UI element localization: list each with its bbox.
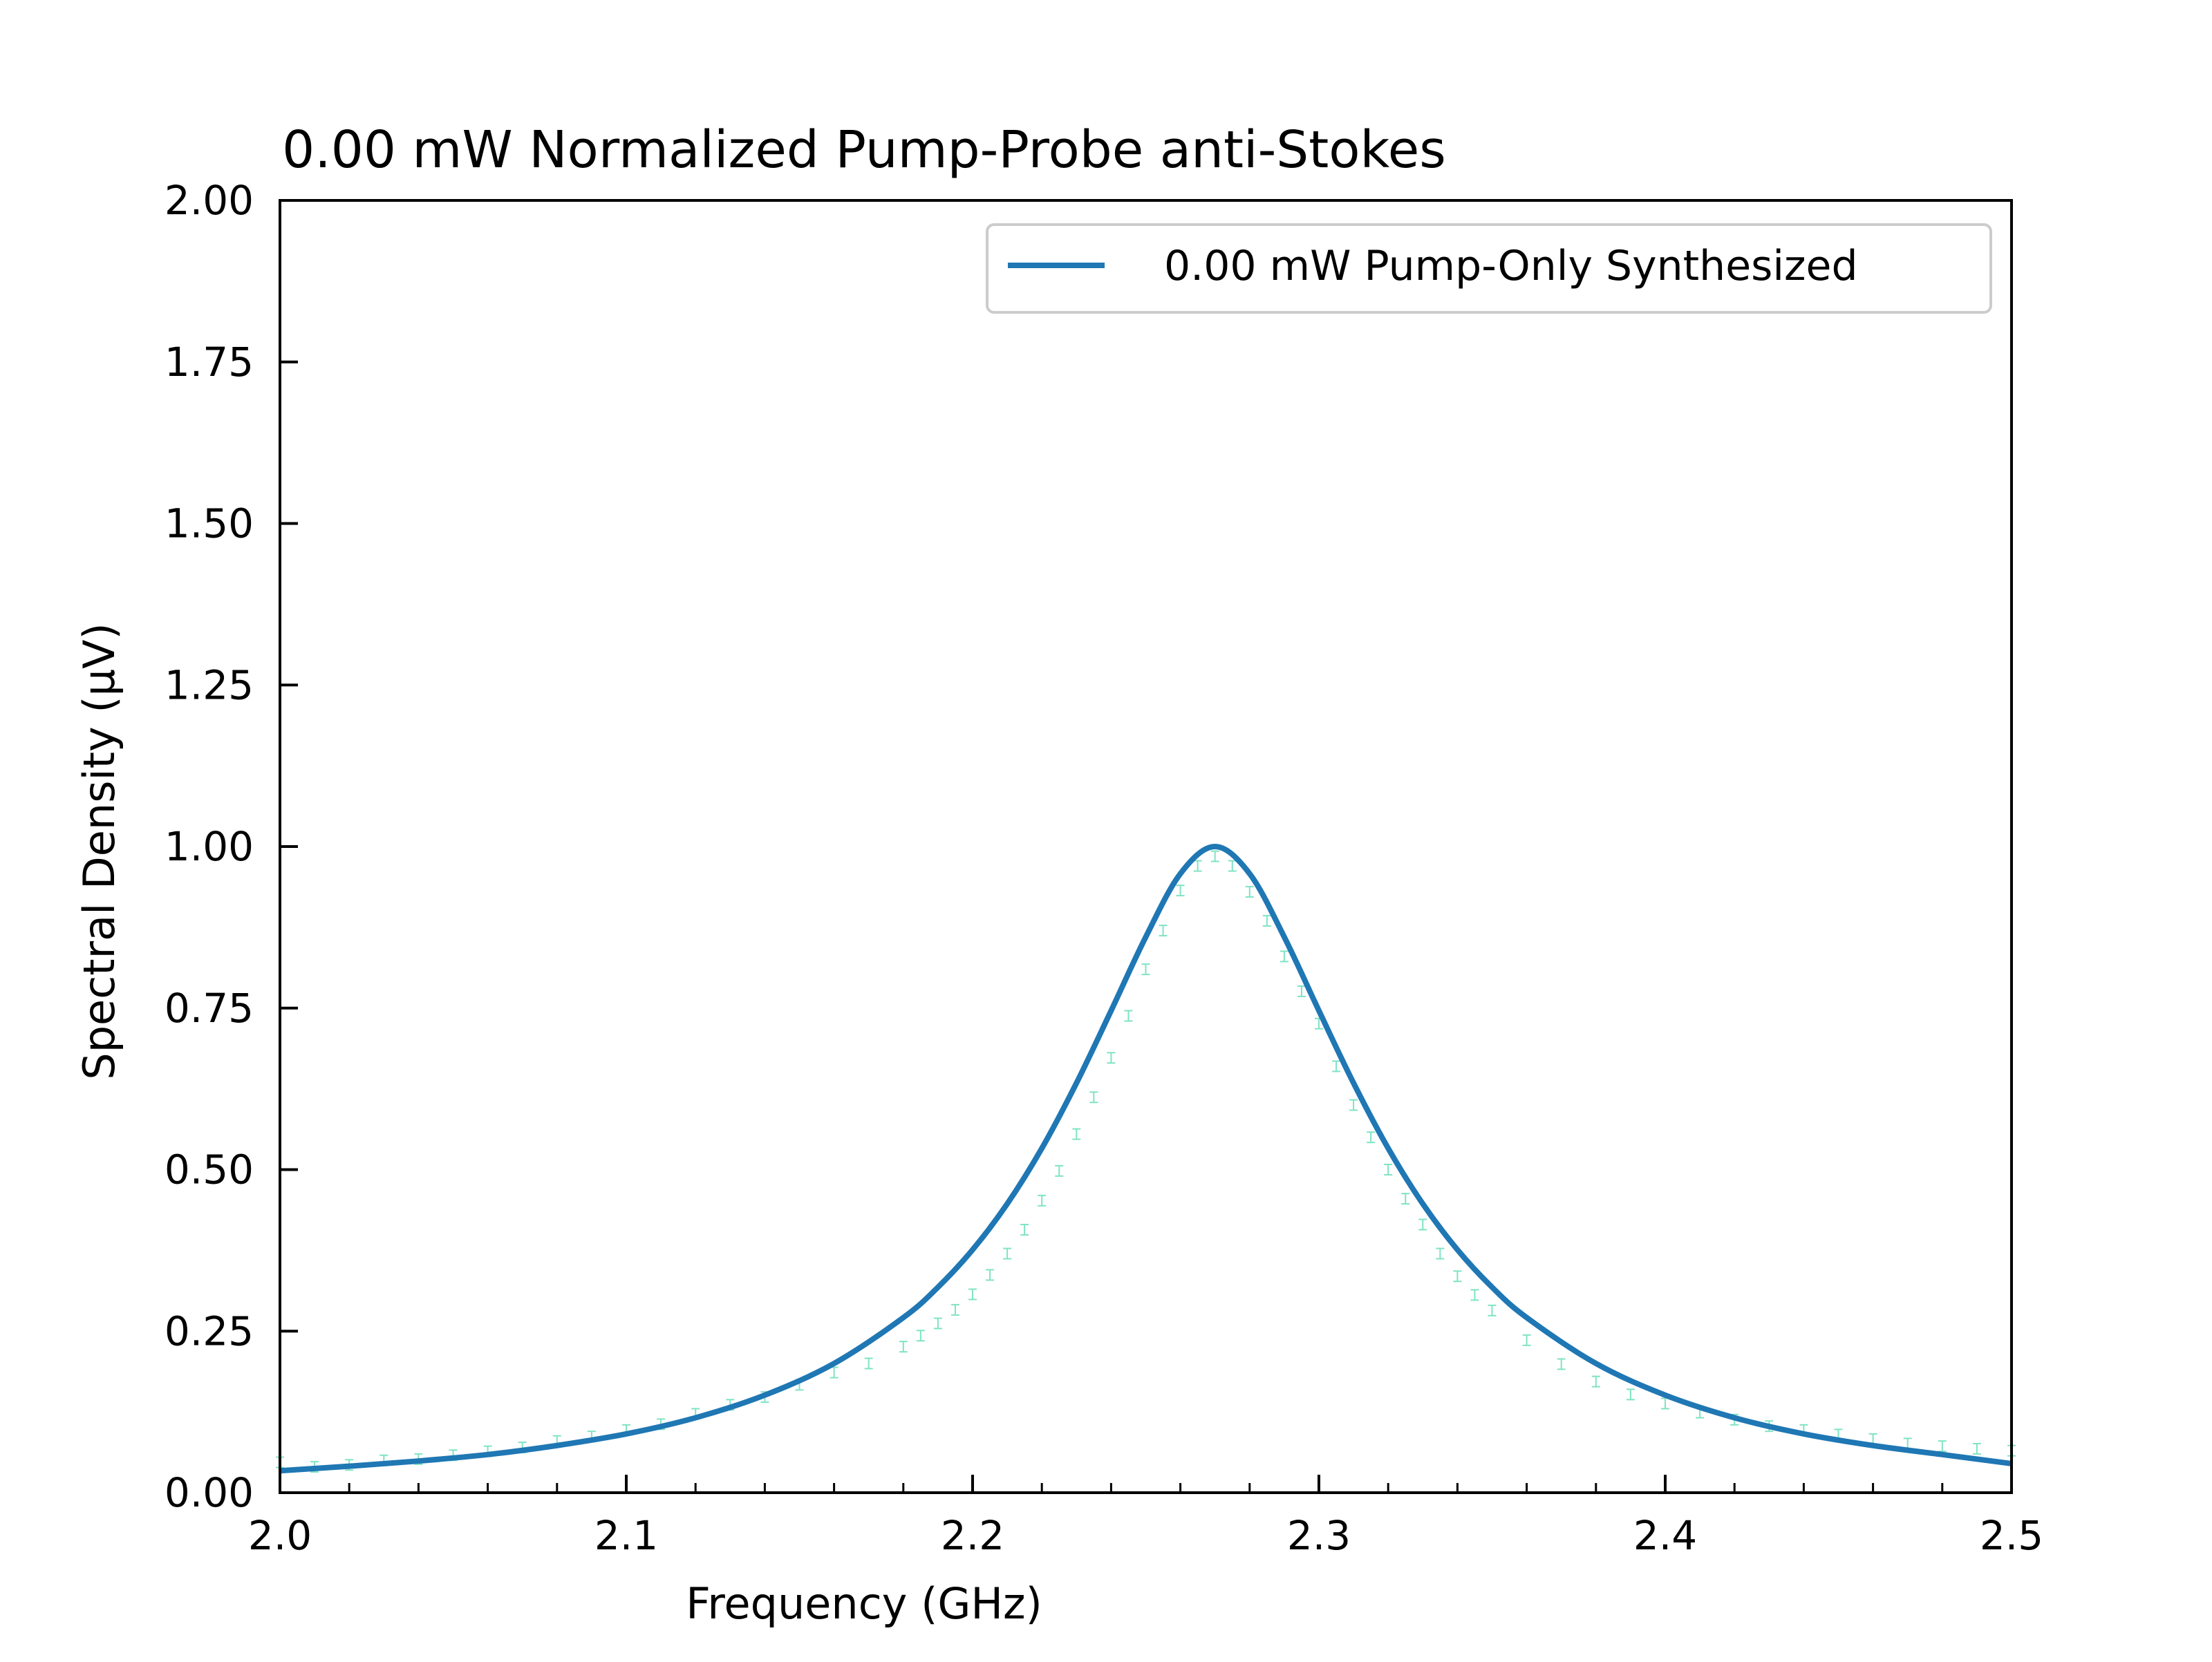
y-tick-label: 1.50 bbox=[165, 500, 254, 547]
x-tick-label: 2.0 bbox=[248, 1512, 312, 1559]
measurement-errorbar bbox=[1436, 1247, 1445, 1260]
x-axis-title: Frequency (GHz) bbox=[686, 1578, 1042, 1629]
measurement-errorbar bbox=[1089, 1091, 1098, 1104]
measurement-errorbar bbox=[1418, 1218, 1427, 1231]
y-tick-label: 0.00 bbox=[165, 1469, 254, 1516]
measurement-errorbar bbox=[1055, 1164, 1064, 1177]
measurement-errorbar bbox=[1003, 1247, 1012, 1260]
measurement-errorbar bbox=[1020, 1223, 1029, 1236]
measurement-errorbar bbox=[1159, 925, 1168, 937]
measurement-errorbar bbox=[899, 1341, 908, 1353]
measurement-errorbar bbox=[1470, 1289, 1479, 1301]
measurement-errorbar bbox=[950, 1303, 959, 1316]
y-tick-label: 1.75 bbox=[165, 339, 254, 386]
measurement-errorbar bbox=[1038, 1194, 1047, 1207]
measurement-errorbar bbox=[1367, 1131, 1376, 1144]
measurement-errorbar bbox=[1488, 1304, 1497, 1316]
measurement-errorbar bbox=[1557, 1358, 1566, 1370]
x-tick-label: 2.5 bbox=[1980, 1512, 2043, 1559]
y-tick-label: 1.00 bbox=[165, 823, 254, 870]
x-tick-label: 2.1 bbox=[594, 1512, 658, 1559]
measurement-errorbar bbox=[1107, 1052, 1116, 1064]
y-tick-label: 2.00 bbox=[165, 177, 254, 224]
measurement-errorbar bbox=[1972, 1442, 1981, 1455]
measurement-errorbar bbox=[1072, 1128, 1081, 1140]
measurement-errorbar bbox=[916, 1330, 925, 1342]
legend-label: 0.00 mW Pump-Only Synthesized bbox=[1164, 242, 1858, 290]
measurement-errorbar bbox=[986, 1269, 995, 1281]
measurement-errorbar bbox=[1349, 1099, 1358, 1111]
y-tick-label: 0.75 bbox=[165, 985, 254, 1032]
measurement-errorbar bbox=[1384, 1164, 1393, 1175]
measurement-errorbar bbox=[1245, 885, 1254, 898]
x-tick-label: 2.2 bbox=[941, 1512, 1004, 1559]
legend: 0.00 mW Pump-Only Synthesized bbox=[986, 223, 1992, 314]
x-tick-label: 2.3 bbox=[1287, 1512, 1351, 1559]
measurement-errorbar bbox=[1280, 950, 1288, 963]
measurement-errorbar bbox=[968, 1288, 977, 1301]
legend-frame bbox=[986, 223, 1992, 314]
measurement-errorbar bbox=[1591, 1375, 1600, 1388]
measurement-errorbar bbox=[1141, 963, 1150, 976]
measurement-errorbar bbox=[933, 1317, 942, 1330]
y-axis-title: Spectral Density (µV) bbox=[74, 623, 124, 1079]
measurement-errorbar bbox=[1297, 985, 1306, 997]
series-line-pump-only bbox=[279, 844, 2012, 1474]
axes-layer: 2.0 2.1 2.2 2.3 2.4 2.5 0.00 0.25 0.50 0.75 1.00 1.… bbox=[165, 177, 2043, 1559]
y-tick-label: 0.50 bbox=[165, 1146, 254, 1193]
y-tick-label: 0.25 bbox=[165, 1307, 254, 1354]
measurement-errorbar bbox=[1124, 1010, 1133, 1022]
x-tick-label: 2.4 bbox=[1633, 1512, 1697, 1559]
measurement-errorbar bbox=[864, 1357, 873, 1370]
measurement-errorbar bbox=[1522, 1334, 1531, 1346]
measurement-errorbar bbox=[1626, 1388, 1635, 1401]
measurement-errorbar bbox=[1453, 1270, 1462, 1283]
measurement-errorbar bbox=[1401, 1193, 1410, 1205]
measurement-errorbar bbox=[1176, 885, 1185, 897]
data-layer bbox=[276, 844, 2016, 1474]
measurement-errorbar bbox=[1938, 1440, 1947, 1453]
y-tick-label: 1.25 bbox=[165, 661, 254, 708]
chart-title: 0.00 mW Normalized Pump-Probe anti-Stoke… bbox=[282, 120, 1446, 180]
measurement-errorbar bbox=[1210, 850, 1219, 862]
measurement-errorbar bbox=[1332, 1060, 1341, 1073]
measurement-errorbar bbox=[1262, 915, 1271, 927]
